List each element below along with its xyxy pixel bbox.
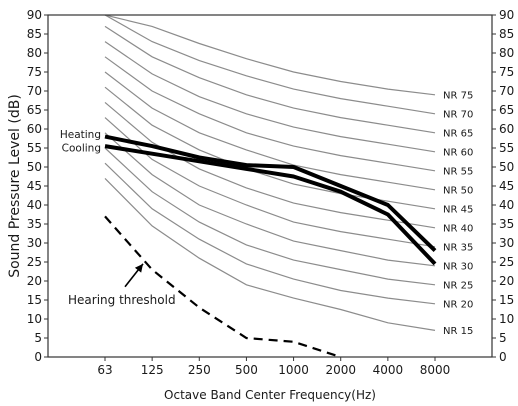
y-tick-label-left: 5 (34, 331, 42, 345)
series-line-cooling (104, 144, 437, 266)
labels: Octave Band Center Frequency(Hz) Sound P… (7, 94, 376, 402)
nr-curve-label: NR 70 (443, 109, 473, 120)
nr-curve-nr75 (104, 14, 436, 96)
y-tick-label-right: 50 (499, 160, 514, 174)
y-tick-label-right: 70 (499, 84, 514, 98)
nr-curve-nr20 (104, 162, 436, 305)
y-tick-label-right: 25 (499, 255, 514, 269)
y-tick-label-right: 0 (499, 350, 507, 364)
nr-curve-nr35 (104, 117, 436, 248)
y-tick-label-right: 45 (499, 179, 514, 193)
y-tick-label-left: 15 (27, 293, 42, 307)
nr-curve-nr55 (104, 56, 436, 172)
y-tick-label-left: 40 (27, 198, 42, 212)
hearing-threshold-line (104, 215, 342, 359)
y-tick-label-left: 30 (27, 236, 42, 250)
y-tick-label-left: 90 (27, 8, 42, 22)
y-tick-label-right: 35 (499, 217, 514, 231)
y-tick-label-left: 85 (27, 27, 42, 41)
hearing-threshold-label: Hearing threshold (68, 293, 176, 307)
nr-curve-label: NR 15 (443, 326, 473, 337)
y-tick-label-left: 55 (27, 141, 42, 155)
nr-curve-nr25 (104, 147, 436, 286)
nr-curve-label: NR 45 (443, 204, 473, 215)
series-line-heating (104, 134, 437, 253)
y-tick-label-left: 60 (27, 122, 42, 136)
nr-curve-label: NR 50 (443, 185, 473, 196)
x-tick-label: 2000 (325, 363, 356, 377)
y-tick-label-right: 30 (499, 236, 514, 250)
nr-curve-label: NR 65 (443, 128, 473, 139)
y-axis-label: Sound Pressure Level (dB) (7, 94, 23, 278)
nr-curve-nr70 (104, 14, 436, 115)
nr-curve-label: NR 35 (443, 242, 473, 253)
y-tick-label-right: 75 (499, 65, 514, 79)
y-tick-label-right: 90 (499, 8, 514, 22)
y-tick-label-left: 65 (27, 103, 42, 117)
y-tick-label-right: 20 (499, 274, 514, 288)
nr-curve-label: NR 30 (443, 261, 473, 272)
nr-curves: NR 75 NR 70 NR 65 NR 60 NR 55 NR 50 NR 45 NR 40… (104, 14, 473, 337)
series-layer: Heating Cooling (60, 129, 437, 266)
y-tick-label-right: 80 (499, 46, 514, 60)
y-tick-label-left: 75 (27, 65, 42, 79)
y-tick-label-right: 60 (499, 122, 514, 136)
x-tick-label: 1000 (278, 363, 309, 377)
x-axis-label: Octave Band Center Frequency(Hz) (164, 388, 376, 402)
x-tick-label: 125 (141, 363, 164, 377)
y-tick-label-left: 10 (27, 312, 42, 326)
nr-curve-label: NR 25 (443, 280, 473, 291)
nr-curve-nr65 (104, 25, 436, 134)
nr-curve-nr15 (104, 177, 436, 331)
y-tick-label-left: 45 (27, 179, 42, 193)
x-tick-label: 250 (188, 363, 211, 377)
y-tick-label-right: 40 (499, 198, 514, 212)
x-tick-label: 8000 (420, 363, 451, 377)
nr-curve-nr30 (104, 132, 436, 267)
x-tick-label: 63 (97, 363, 112, 377)
y-tick-label-right: 10 (499, 312, 514, 326)
threshold-arrow-head (134, 263, 143, 273)
y-tick-label-right: 15 (499, 293, 514, 307)
nr-curve-label: NR 55 (443, 166, 473, 177)
nr-curve-label: NR 40 (443, 223, 473, 234)
y-tick-label-left: 80 (27, 46, 42, 60)
x-tick-label: 500 (235, 363, 258, 377)
y-tick-label-right: 65 (499, 103, 514, 117)
y-tick-label-left: 35 (27, 217, 42, 231)
nr-curve-label: NR 75 (443, 90, 473, 101)
series-label-heating: Heating (60, 129, 101, 141)
y-tick-label-left: 25 (27, 255, 42, 269)
hearing-threshold-layer (104, 215, 342, 359)
x-tick-label: 4000 (373, 363, 404, 377)
y-tick-label-right: 55 (499, 141, 514, 155)
y-tick-label-left: 50 (27, 160, 42, 174)
y-tick-label-left: 20 (27, 274, 42, 288)
nr-curve-nr60 (104, 41, 436, 153)
y-tick-label-left: 0 (34, 350, 42, 364)
y-tick-label-left: 70 (27, 84, 42, 98)
y-tick-label-right: 85 (499, 27, 514, 41)
nr-curve-nr50 (104, 71, 436, 191)
nr-curve-label: NR 60 (443, 147, 473, 158)
nr-curve-label: NR 20 (443, 299, 473, 310)
y-tick-label-right: 5 (499, 331, 507, 345)
series-label-cooling: Cooling (62, 143, 101, 155)
